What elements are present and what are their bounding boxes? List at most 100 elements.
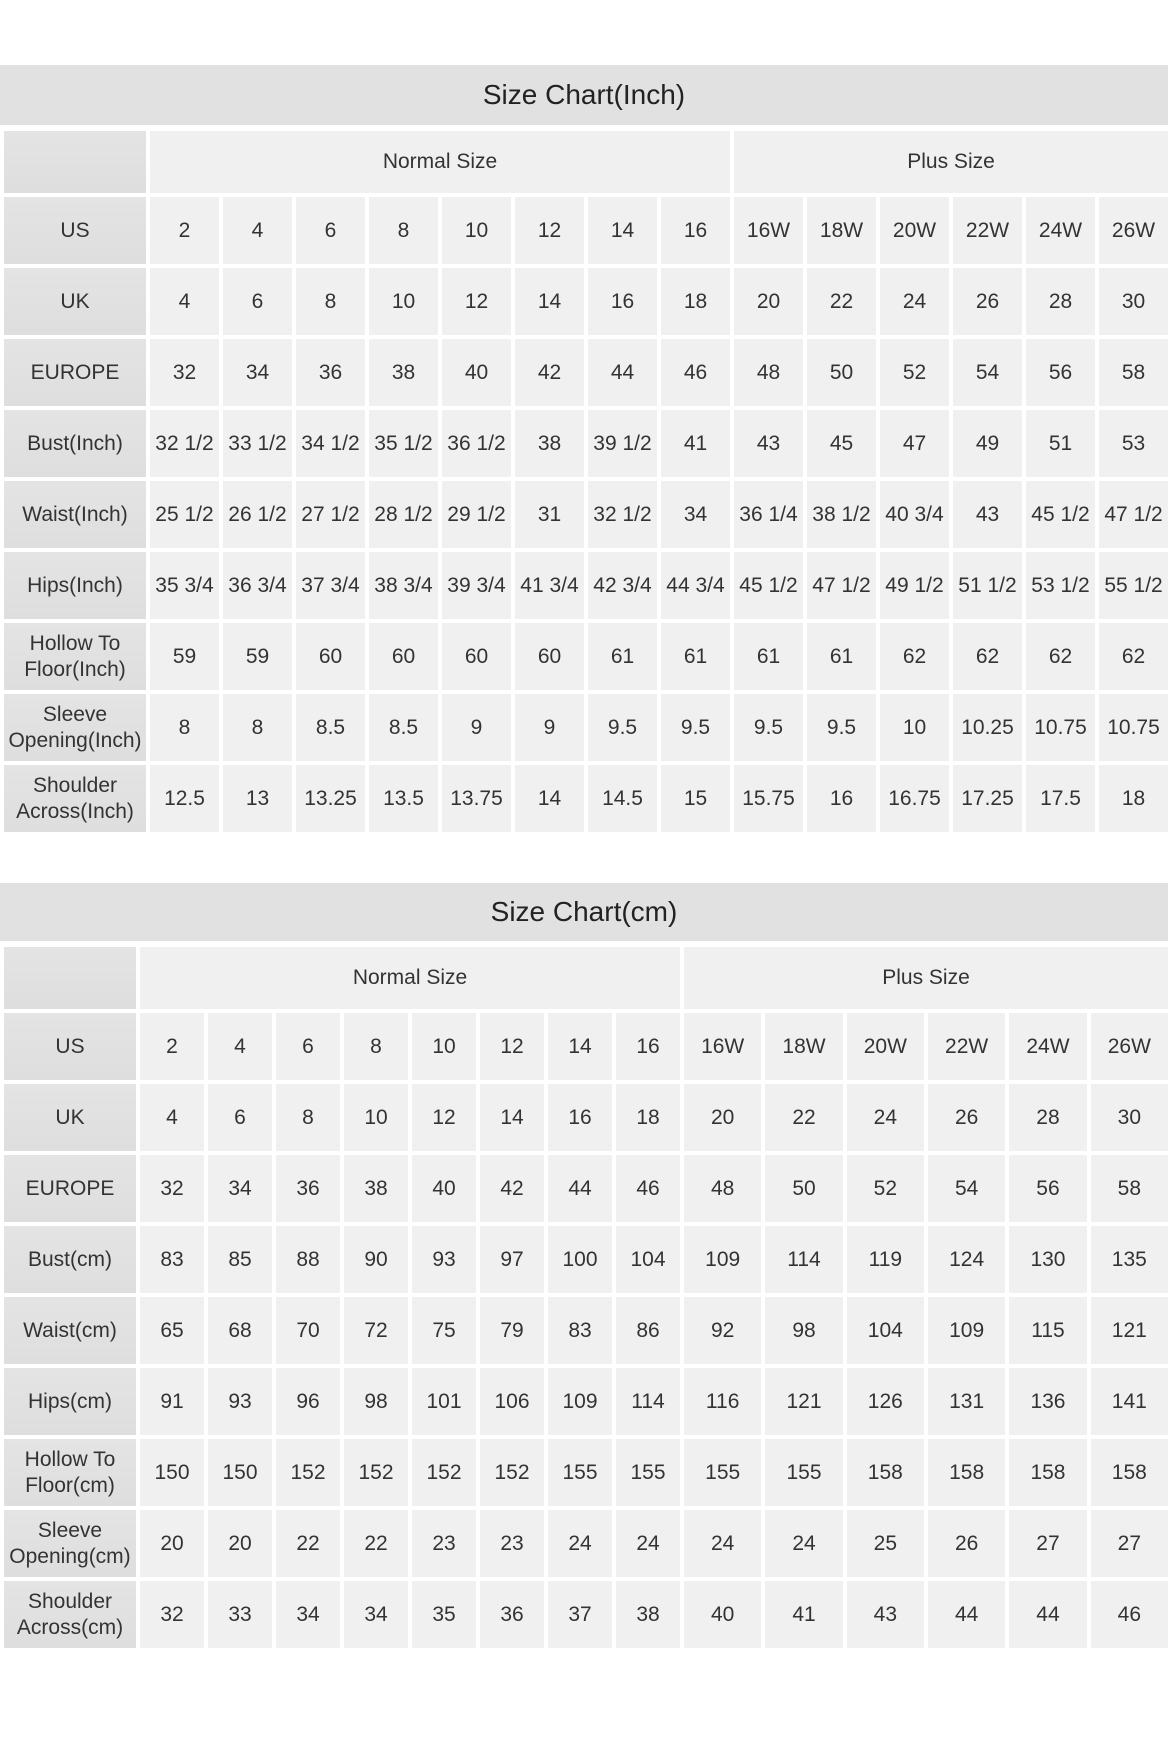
table-cell: 60	[365, 619, 442, 694]
table-cell: 20	[136, 1506, 208, 1581]
row-label: Bust(Inch)	[0, 406, 150, 481]
table-cell: 93	[204, 1364, 276, 1439]
table-cell: 13.25	[292, 761, 369, 836]
table-cell: 56	[1005, 1151, 1091, 1226]
table-cell: 68	[204, 1293, 276, 1368]
table-cell: 20	[730, 264, 807, 339]
table-cell: 152	[476, 1435, 548, 1510]
table-cell: 42	[511, 335, 588, 410]
table-cell: 40	[679, 1577, 766, 1652]
table-cell: 26	[923, 1080, 1010, 1155]
table-cell: 47 1/2	[1094, 477, 1168, 552]
table-cell: 17.5	[1022, 761, 1099, 836]
table-cell: 42 3/4	[584, 548, 661, 623]
table-row: Bust(Inch) 32 1/2 33 1/2 34 1/2 35 1/2 36 1/2…	[0, 406, 1168, 481]
table-cell: 2	[146, 193, 223, 268]
table-cell: 98	[340, 1364, 412, 1439]
table-cell: 15.75	[730, 761, 807, 836]
table-cell: 39 1/2	[584, 406, 661, 481]
table-cell: 45	[803, 406, 880, 481]
table-cell: 24W	[1005, 1009, 1091, 1084]
table-cell: 10.25	[949, 690, 1026, 765]
table-cell: 88	[272, 1222, 344, 1297]
table-cell: 109	[923, 1293, 1010, 1368]
group-header-normal-size: Normal Size	[136, 943, 684, 1013]
table-cell: 44	[584, 335, 661, 410]
table-cell: 34	[219, 335, 296, 410]
table-cell: 38 1/2	[803, 477, 880, 552]
table-cell: 50	[761, 1151, 847, 1226]
table-cell: 109	[544, 1364, 616, 1439]
row-label: UK	[0, 1080, 140, 1155]
table-cell: 131	[923, 1364, 1010, 1439]
table-row: Hips(cm) 91 93 96 98 101 106 109 114 116 121 126 131…	[0, 1364, 1168, 1439]
table-cell: 10	[408, 1009, 480, 1084]
table-cell: 62	[1094, 619, 1168, 694]
table-cell: 158	[1005, 1435, 1091, 1510]
table-cell: 60	[438, 619, 515, 694]
table-cell: 24W	[1022, 193, 1099, 268]
table-cell: 16W	[730, 193, 807, 268]
table-cell: 14	[511, 761, 588, 836]
table-cell: 26 1/2	[219, 477, 296, 552]
table-row: US 2 4 6 8 10 12 14 16 16W 18W 20W 22W 24W 26W	[0, 1009, 1168, 1084]
table-cell: 6	[204, 1080, 276, 1155]
table-cell: 12.5	[146, 761, 223, 836]
table-cell: 35 1/2	[365, 406, 442, 481]
table-cell: 20W	[842, 1009, 928, 1084]
table-cell: 14	[584, 193, 661, 268]
table-cell: 119	[842, 1222, 928, 1297]
table-cell: 18	[657, 264, 734, 339]
table-cell: 121	[761, 1364, 847, 1439]
table-cell: 92	[679, 1293, 766, 1368]
row-label: Hips(Inch)	[0, 548, 150, 623]
table-cell: 32	[136, 1577, 208, 1652]
table-cell: 72	[340, 1293, 412, 1368]
table-cell: 30	[1094, 264, 1168, 339]
table-cell: 61	[584, 619, 661, 694]
table-cell: 51	[1022, 406, 1099, 481]
table-row: EUROPE 32 34 36 38 40 42 44 46 48 50 52 54 56 58	[0, 335, 1168, 410]
table-cell: 25	[842, 1506, 928, 1581]
table-cell: 37	[544, 1577, 616, 1652]
table-cell: 46	[1086, 1577, 1168, 1652]
table-cell: 121	[1086, 1293, 1168, 1368]
row-label: Shoulder Across(cm)	[0, 1577, 140, 1652]
table-row: Shoulder Across(Inch) 12.5 13 13.25 13.5 13.7…	[0, 761, 1168, 836]
table-cell: 30	[1086, 1080, 1168, 1155]
table-row: Waist(Inch) 25 1/2 26 1/2 27 1/2 28 1/2 29 1/…	[0, 477, 1168, 552]
table-cell: 40 3/4	[876, 477, 953, 552]
table-cell: 53	[1094, 406, 1168, 481]
table-cell: 26	[949, 264, 1026, 339]
table-cell: 13.5	[365, 761, 442, 836]
table-row: EUROPE 32 34 36 38 40 42 44 46 48 50 52 54 56 58	[0, 1151, 1168, 1226]
table-cell: 10	[340, 1080, 412, 1155]
table-cell: 18W	[803, 193, 880, 268]
table-cell: 70	[272, 1293, 344, 1368]
table-cell: 62	[1022, 619, 1099, 694]
table-cell: 26W	[1086, 1009, 1168, 1084]
group-header-normal-size: Normal Size	[146, 127, 734, 197]
table-cell: 58	[1086, 1151, 1168, 1226]
table-cell: 14	[544, 1009, 616, 1084]
table-cell: 152	[340, 1435, 412, 1510]
table-cell: 26W	[1094, 193, 1168, 268]
table-cell: 158	[842, 1435, 928, 1510]
table-cell: 59	[219, 619, 296, 694]
corner-cell	[0, 127, 150, 197]
table-cell: 155	[544, 1435, 616, 1510]
table-cell: 27	[1005, 1506, 1091, 1581]
table-cell: 150	[204, 1435, 276, 1510]
table-cell: 39 3/4	[438, 548, 515, 623]
table-cell: 101	[408, 1364, 480, 1439]
table-cell: 4	[146, 264, 223, 339]
table-cell: 8	[292, 264, 369, 339]
table-cell: 16	[803, 761, 880, 836]
table-cell: 32	[146, 335, 223, 410]
table-cell: 158	[1086, 1435, 1168, 1510]
table-row: Waist(cm) 65 68 70 72 75 79 83 86 92 98 104 109 115 12…	[0, 1293, 1168, 1368]
table-cell: 36	[476, 1577, 548, 1652]
table-cell: 14	[511, 264, 588, 339]
cm-chart-title: Size Chart(cm)	[0, 883, 1168, 941]
table-cell: 38	[612, 1577, 684, 1652]
